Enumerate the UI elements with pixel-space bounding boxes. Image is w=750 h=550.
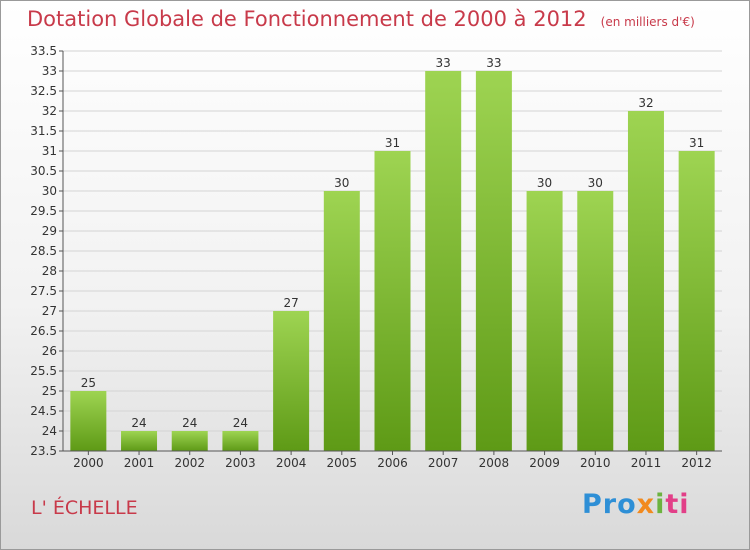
x-tick-label: 2008 (479, 456, 510, 470)
bar-2007 (425, 71, 462, 451)
y-tick-label: 26.5 (30, 324, 57, 338)
bar-2004 (273, 311, 310, 451)
y-tick-label: 29.5 (30, 204, 57, 218)
y-tick-label: 24 (42, 424, 57, 438)
chart-title-text: Dotation Globale de Fonctionnement de 20… (27, 7, 587, 31)
logo-part-1: Pro (582, 489, 637, 520)
y-tick-label: 27.5 (30, 284, 57, 298)
x-tick-label: 2004 (276, 456, 307, 470)
y-tick-label: 25.5 (30, 364, 57, 378)
x-tick-label: 2003 (225, 456, 256, 470)
bar-value-label: 27 (283, 296, 298, 310)
x-tick-label: 2006 (377, 456, 408, 470)
bar-value-label: 31 (689, 136, 704, 150)
bar-2011 (627, 111, 664, 451)
y-tick-label: 33 (42, 64, 57, 78)
bar-value-label: 30 (334, 176, 349, 190)
bar-value-label: 33 (436, 56, 451, 70)
x-tick-label: 2012 (681, 456, 712, 470)
y-tick-label: 30 (42, 184, 57, 198)
y-tick-label: 32.5 (30, 84, 57, 98)
y-tick-label: 31 (42, 144, 57, 158)
bar-2008 (475, 71, 512, 451)
logo-part-2: x (636, 489, 656, 520)
x-tick-label: 2002 (174, 456, 205, 470)
x-tick-label: 2010 (580, 456, 611, 470)
bar-value-label: 24 (131, 416, 146, 430)
bar-2002 (171, 431, 208, 451)
bar-value-label: 24 (233, 416, 248, 430)
chart-title: Dotation Globale de Fonctionnement de 20… (27, 7, 695, 31)
bar-2005 (323, 191, 360, 451)
bar-2001 (121, 431, 158, 451)
logo-part-3: i (655, 489, 666, 520)
x-tick-label: 2005 (327, 456, 358, 470)
y-tick-label: 30.5 (30, 164, 57, 178)
bar-value-label: 33 (486, 56, 501, 70)
y-tick-label: 28.5 (30, 244, 57, 258)
x-tick-label: 2009 (529, 456, 560, 470)
bar-2000 (70, 391, 107, 451)
logo-part-4: ti (665, 489, 690, 520)
bar-2006 (374, 151, 411, 451)
y-tick-label: 29 (42, 224, 57, 238)
unit-note: (en milliers d'€) (600, 15, 695, 29)
bar-value-label: 32 (638, 96, 653, 110)
y-tick-label: 26 (42, 344, 57, 358)
bar-2010 (577, 191, 614, 451)
bar-value-label: 25 (81, 376, 96, 390)
y-tick-label: 32 (42, 104, 57, 118)
y-tick-label: 25 (42, 384, 57, 398)
commune-name: L' ÉCHELLE (31, 497, 138, 519)
bar-2009 (526, 191, 563, 451)
bar-value-label: 24 (182, 416, 197, 430)
y-tick-label: 33.5 (30, 44, 57, 58)
x-tick-label: 2011 (631, 456, 662, 470)
x-tick-label: 2007 (428, 456, 459, 470)
y-tick-label: 23.5 (30, 444, 57, 458)
y-tick-label: 24.5 (30, 404, 57, 418)
axes: 23.5 24 24.5 25 25.5 26 26.5 27 27.5 28 28.5 29 29.5… (30, 44, 722, 470)
bar-value-label: 30 (588, 176, 603, 190)
y-tick-label: 28 (42, 264, 57, 278)
bar-2012 (678, 151, 715, 451)
x-tick-label: 2001 (124, 456, 155, 470)
bar-value-label: 31 (385, 136, 400, 150)
bar-value-label: 30 (537, 176, 552, 190)
y-tick-label: 31.5 (30, 124, 57, 138)
x-tick-label: 2000 (73, 456, 104, 470)
proxiti-logo: Proxiti (582, 489, 690, 520)
bars: 25 24 24 24 27 30 31 33 33 30 30 32 31 (70, 56, 715, 451)
y-tick-label: 27 (42, 304, 57, 318)
bar-2003 (222, 431, 259, 451)
